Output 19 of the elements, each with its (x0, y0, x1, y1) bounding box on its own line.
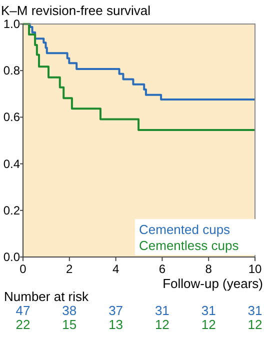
y-tick-label: 0.8 (3, 64, 20, 78)
text: Number at risk (4, 289, 90, 304)
text: Cementless cups (139, 238, 240, 253)
y-tick-label: 0.4 (3, 156, 20, 171)
y-tick-label: 0.0 (3, 250, 20, 264)
text: 22 15 13 12 12 12 (16, 317, 262, 332)
x-axis-title: Follow-up (years) (162, 276, 263, 291)
x-tick-label: 0 (20, 262, 27, 276)
x-tick-label: 8 (205, 262, 212, 276)
x-tick-label: 6 (158, 262, 166, 276)
x-tick-label: 2 (66, 262, 74, 276)
chart-title: K–M revision-free survival (1, 3, 151, 18)
y-tick-label: 0.2 (3, 203, 20, 218)
x-tick-label: 10 (248, 262, 262, 276)
y-tick-label: 0.6 (3, 110, 20, 124)
text: Cemented cups (139, 222, 231, 237)
x-tick-label: 4 (112, 262, 120, 276)
y-tick-label: 1.0 (3, 17, 20, 31)
text: 47 38 37 31 31 31 (16, 303, 262, 318)
